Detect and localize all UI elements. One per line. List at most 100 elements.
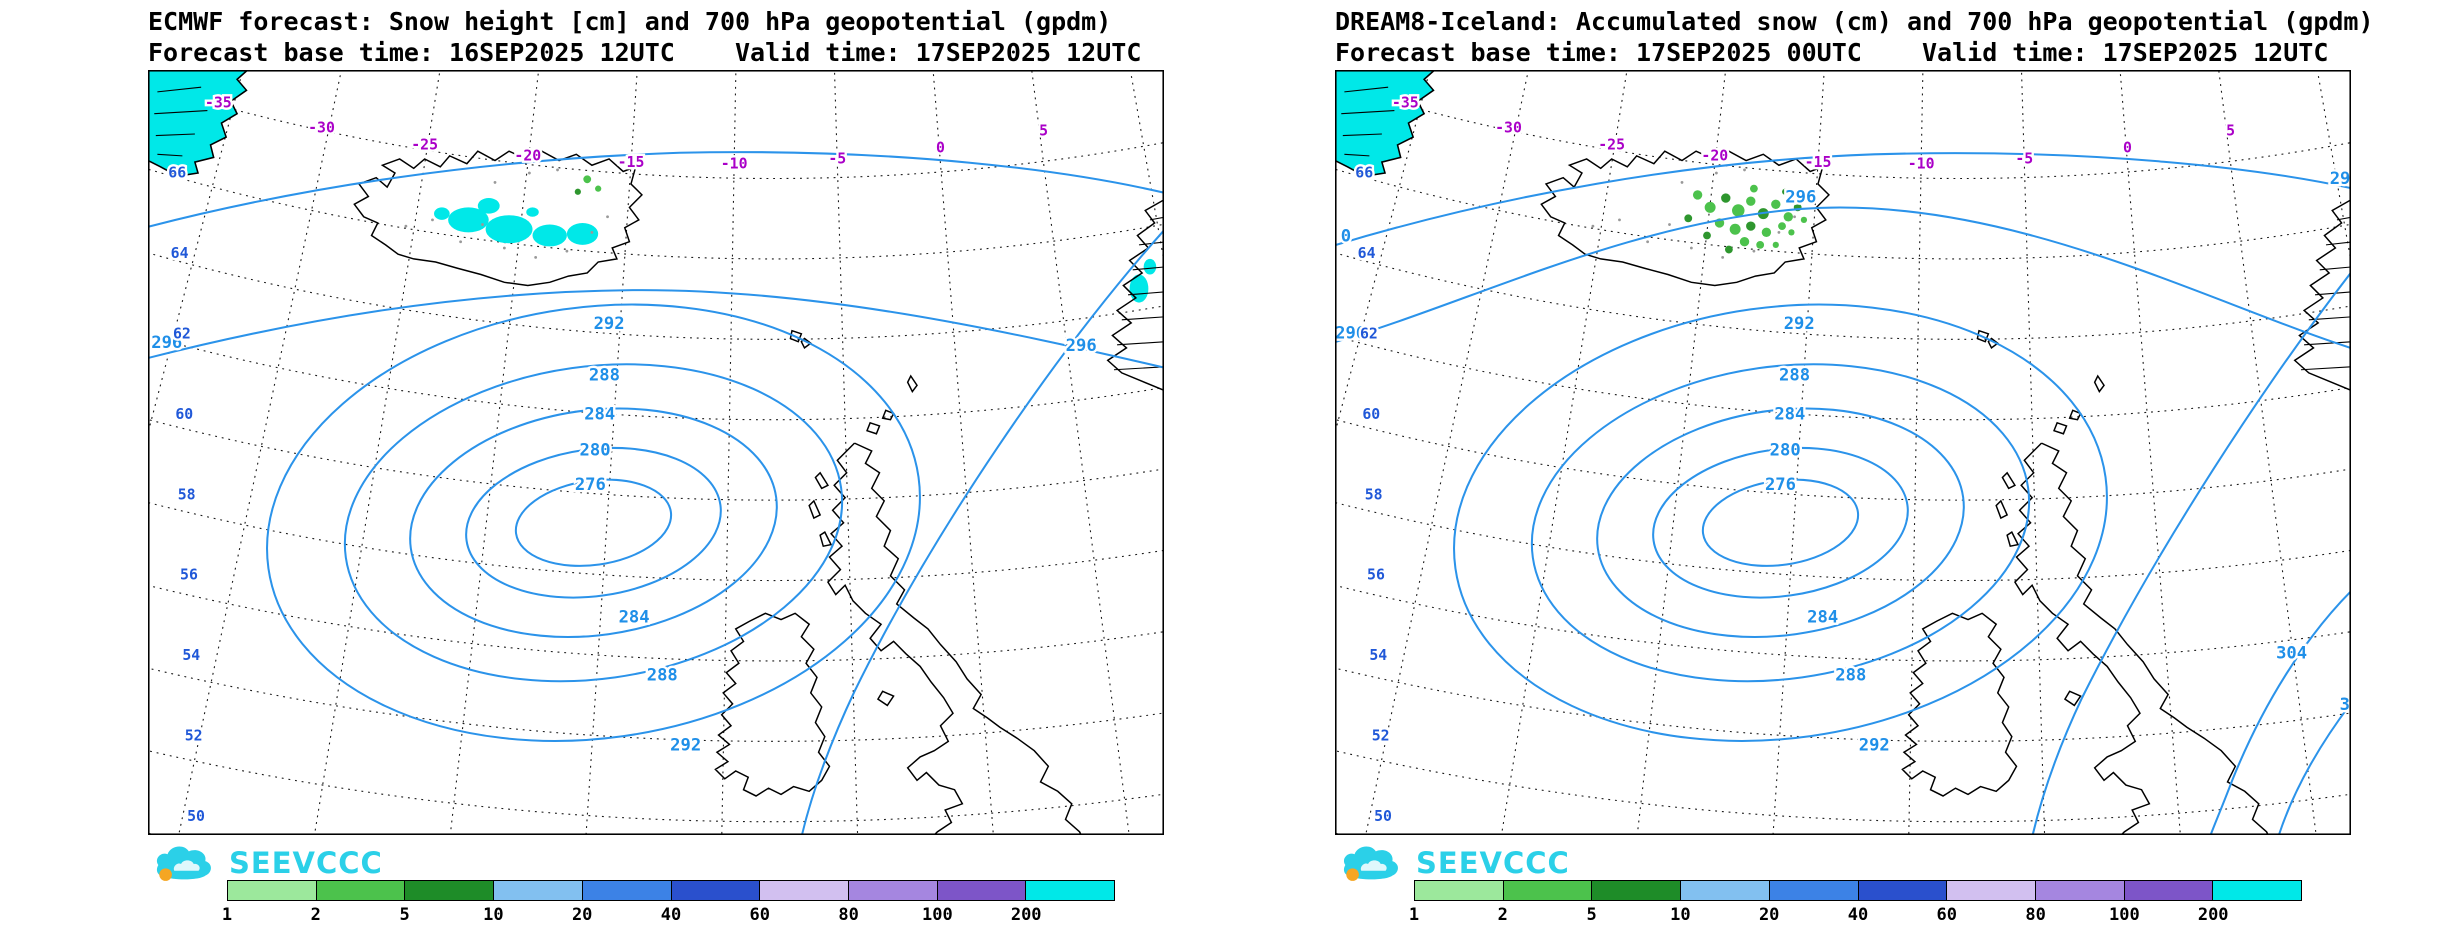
geopotential-contour-label: 284 [619, 608, 650, 628]
colorbar-segment [848, 880, 938, 901]
norway-fjord-line [1149, 216, 1164, 221]
seevccc-logo-text: SEEVCCC [1416, 846, 1570, 880]
graticule-meridian-line [932, 70, 994, 835]
colorbar-tick-label: 10 [483, 905, 504, 925]
snow-depth-patch [1143, 258, 1157, 275]
snow-stipple-dot [1746, 221, 1756, 231]
longitude-label: -25 [411, 137, 438, 154]
graticule-meridian-line [1031, 70, 1130, 835]
latitude-label: 54 [1369, 647, 1387, 664]
graticule-latitude-line [1335, 335, 2351, 420]
coastline-ireland [714, 612, 831, 797]
latitude-label: 62 [173, 326, 191, 343]
snow-stipple-dot [1746, 196, 1756, 206]
graticule-latitude-line [1335, 84, 2351, 179]
snow-stipple-dot [595, 185, 602, 192]
latitude-label: 50 [187, 808, 205, 825]
graticule-meridian-line [2020, 70, 2046, 835]
colorbar-segment [2124, 880, 2214, 901]
latitude-label: 64 [171, 245, 189, 262]
seevccc-logo: SEEVCCC [153, 840, 383, 886]
geopotential-contour-label: 3 [2340, 695, 2350, 715]
terrain-dot [565, 249, 569, 253]
geopotential-contour [800, 228, 1164, 835]
colorbar-tick-label: 1 [221, 905, 233, 925]
graticule-meridian-line [148, 70, 207, 829]
colorbar-tick-label: 80 [838, 905, 859, 925]
longitude-label: -35 [205, 94, 232, 111]
geopotential-contour-label: 276 [1765, 475, 1796, 495]
graticule-meridian-line [2218, 70, 2317, 835]
geopotential-contour-label: 288 [1835, 665, 1866, 685]
terrain-dot [502, 246, 506, 250]
terrain-dot [493, 181, 497, 184]
graticule-meridian-line [449, 70, 540, 835]
snow-depth-patch [477, 198, 500, 214]
norway-fjord-line [2300, 366, 2351, 371]
greenland-hatch-line [1344, 153, 1370, 157]
coastline-norway [2293, 198, 2351, 392]
snow-depth-patch [485, 215, 533, 244]
terrain-dot [1721, 255, 1725, 259]
colorbar-segment [582, 880, 672, 901]
colorbar-tick-label: 2 [310, 905, 321, 925]
snow-stipple-dot [1692, 190, 1703, 200]
latitude-label: 60 [175, 406, 193, 423]
greenland-hatch-line [1341, 110, 1395, 115]
geopotential-contour-label: 296 [1066, 336, 1097, 356]
terrain-dot [1591, 224, 1595, 228]
greenland-hatch-line [1342, 133, 1382, 137]
latitude-label: 54 [182, 647, 200, 664]
terrain-dot [1668, 223, 1671, 226]
colorbar-tick-label: 80 [2025, 905, 2046, 925]
norway-fjord-line [2336, 216, 2351, 221]
geopotential-contour-label: 288 [589, 366, 620, 386]
colorbar-tick-label: 2 [1497, 905, 1508, 925]
snow-stipple-dot [1771, 199, 1781, 209]
geopotential-contour [343, 363, 844, 683]
coastline-greenland [1335, 70, 1436, 177]
geopotential-contour-label: 0 [1341, 227, 1351, 247]
coastline-small-islands [789, 329, 918, 707]
graticule-latitude-line [148, 84, 1164, 179]
geopotential-contour-label: 284 [1774, 405, 1805, 425]
panel-title: DREAM8-Iceland: Accumulated snow (cm) an… [1335, 7, 2374, 36]
longitude-label: -10 [721, 155, 748, 172]
colorbar-segment [760, 880, 849, 901]
graticule-meridian-line [585, 70, 638, 835]
terrain-dot [527, 171, 531, 175]
colorbar-segment [1947, 880, 2036, 901]
colorbar-segment [227, 880, 317, 901]
colorbar-segment [1592, 880, 1682, 901]
colorbar-segment [1769, 880, 1859, 901]
geopotential-contour [266, 303, 921, 742]
geopotential-contour [1335, 206, 2351, 350]
snow-stipple-dot [1782, 188, 1789, 195]
latitude-label: 66 [168, 165, 186, 182]
latitude-label: 58 [178, 486, 196, 503]
geopotential-contour [1453, 303, 2108, 742]
snow-stipple-dot [1756, 240, 1765, 249]
geopotential-contour [1530, 363, 2031, 683]
graticule-latitude-line [1335, 501, 2351, 581]
terrain-dot [606, 215, 609, 219]
geopotential-contour-label: 284 [584, 405, 615, 425]
longitude-label: -20 [1701, 148, 1728, 165]
longitude-label: -5 [828, 151, 846, 168]
greenland-hatch-line [1344, 86, 1389, 93]
panel-ecmwf: ECMWF forecast: Snow height [cm] and 700… [148, 0, 1164, 925]
snow-stipple-dot [1761, 227, 1772, 238]
map-ecmwf: 292 288 284 280 276 284 288 292 296 296 66 64 62 60 58… [148, 70, 1164, 835]
latitude-label: 56 [180, 567, 198, 584]
latitude-label: 52 [185, 728, 203, 745]
colorbar-tick-label: 20 [571, 905, 593, 925]
snow-stipple-dot [1739, 237, 1750, 247]
seevccc-cloud-icon [156, 846, 211, 881]
longitude-label: 5 [2226, 123, 2235, 140]
geopotential-contour [409, 407, 778, 638]
geopotential-contour-label: 288 [647, 665, 678, 685]
graticule-meridian-line [1365, 70, 1529, 835]
norway-fjord-line [1117, 341, 1164, 346]
colorbar-segment [2213, 880, 2303, 901]
geopotential-contour-label: 292 [1784, 314, 1815, 334]
